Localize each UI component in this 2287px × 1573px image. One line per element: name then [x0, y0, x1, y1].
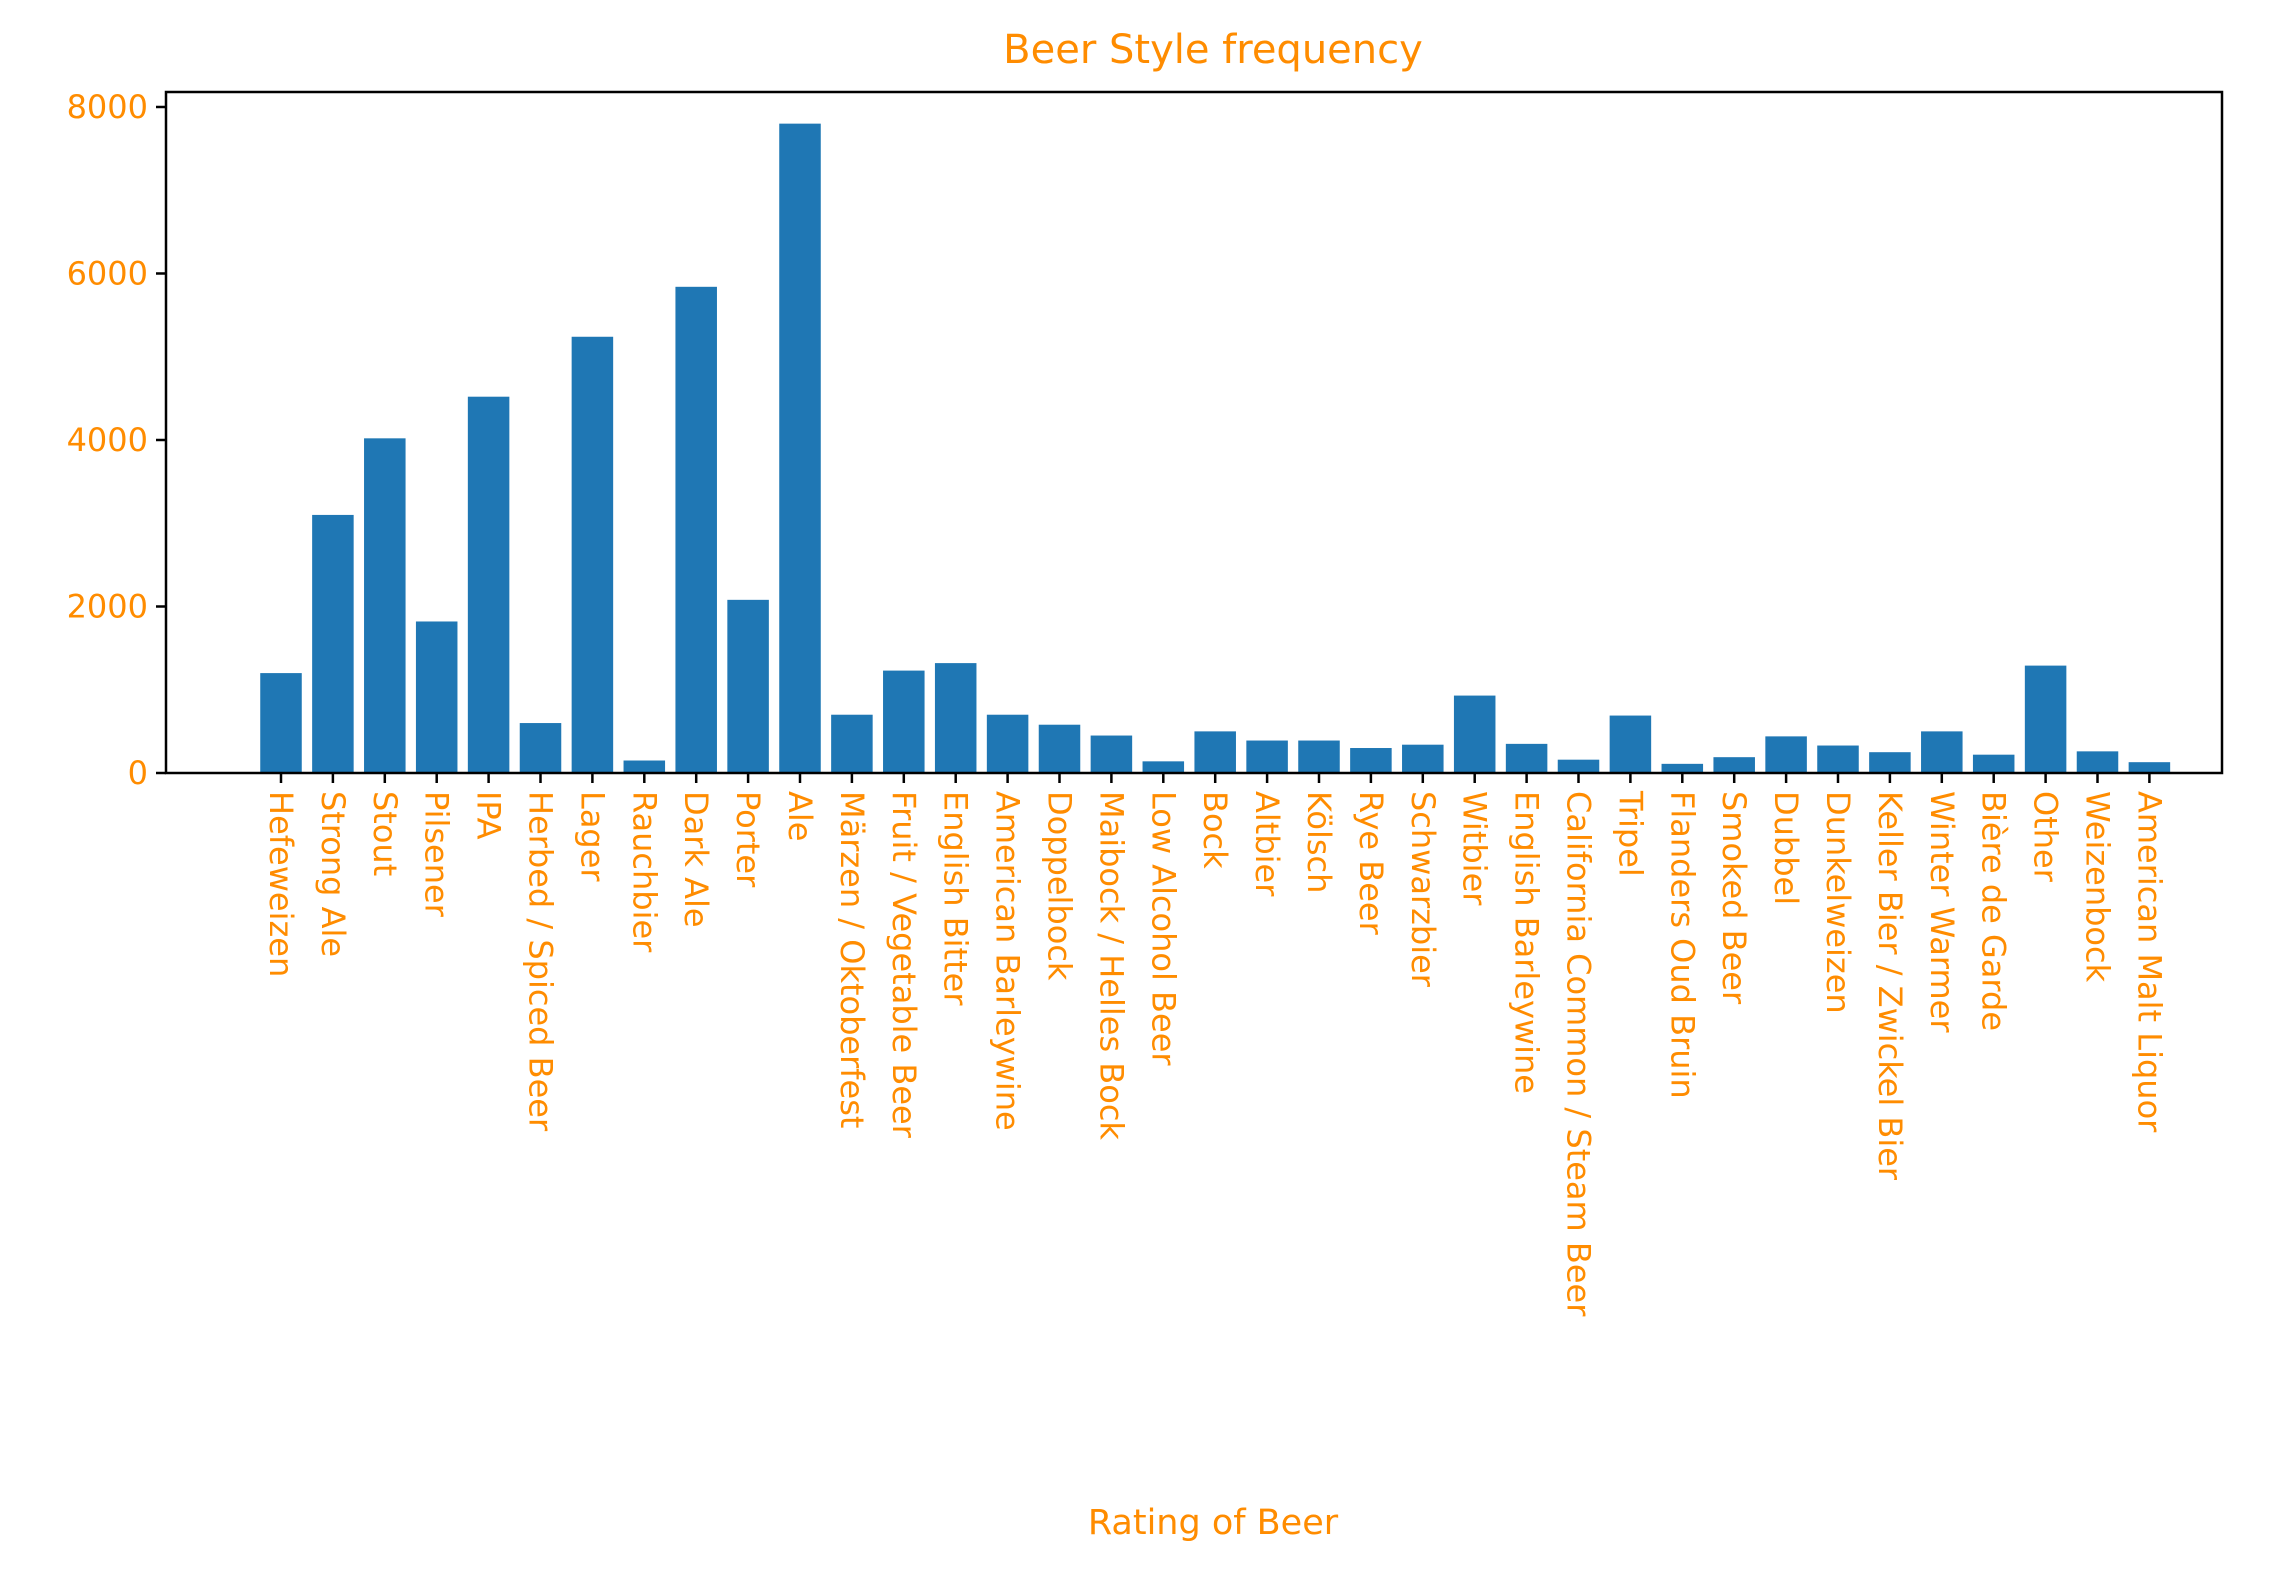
y-tick-label-2: 2000: [67, 587, 148, 625]
x-tick-label-16: Doppelbock: [1041, 791, 1079, 981]
bar-1: [260, 673, 302, 773]
bar-4: [415, 621, 458, 773]
y-axis-ticks: 0 2000 4000 6000 8000: [67, 88, 166, 792]
plot-frame: [164, 90, 2224, 775]
x-tick-label-8: Rauchbier: [625, 791, 663, 953]
bar-18: [1142, 761, 1185, 773]
x-tick-label-15: American Barleywine: [989, 791, 1027, 1131]
x-tick-label-25: English Barleywine: [1508, 791, 1546, 1094]
x-tick-label-21: Kölsch: [1300, 791, 1338, 893]
x-tick-label-10: Porter: [729, 791, 767, 888]
bar-10: [727, 599, 769, 773]
x-tick-label-26: California Common / Steam Beer: [1560, 791, 1598, 1317]
bar-13: [883, 670, 925, 773]
x-tick-label-13: Fruit / Vegetable Beer: [885, 791, 923, 1139]
bar-35: [2024, 665, 2067, 773]
bars-group: [260, 123, 2171, 773]
y-tick-label-4: 6000: [67, 254, 148, 292]
x-tick-label-3: Stout: [366, 791, 404, 876]
x-tick-label-35: Other: [2027, 791, 2065, 883]
bar-23: [1402, 744, 1444, 773]
bar-14: [934, 663, 977, 773]
x-tick-label-11: Ale: [781, 791, 819, 841]
x-tick-label-37: American Malt Liquor: [2130, 791, 2168, 1133]
x-tick-label-32: Keller Bier / Zwickel Bier: [1871, 791, 1909, 1181]
x-tick-label-36: Weizenbock: [2079, 791, 2117, 983]
x-tick-label-1: Hefeweizen: [262, 791, 300, 977]
x-tick-label-22: Rye Beer: [1352, 791, 1390, 936]
x-tick-label-27: Tripel: [1611, 790, 1649, 877]
y-tick-label-5: 8000: [67, 88, 148, 126]
x-axis-ticks: Hefeweizen Strong Ale Stout Pilsener IPA Herb…: [262, 773, 2168, 1317]
x-tick-label-28: Flanders Oud Bruin: [1663, 791, 1701, 1099]
x-tick-label-30: Dubbel: [1767, 791, 1805, 905]
bar-26: [1557, 759, 1600, 773]
x-tick-label-23: Schwarzbier: [1404, 791, 1442, 988]
bar-17: [1090, 735, 1133, 773]
x-tick-label-18: Low Alcohol Beer: [1144, 791, 1182, 1066]
bar-6: [519, 723, 562, 773]
bar-16: [1038, 724, 1081, 773]
bar-36: [2076, 751, 2119, 773]
x-tick-label-34: Bière de Garde: [1975, 791, 2013, 1031]
bar-2: [312, 514, 354, 773]
bar-22: [1350, 748, 1392, 773]
bar-19: [1194, 731, 1236, 773]
bar-20: [1246, 740, 1288, 773]
bar-21: [1298, 740, 1340, 773]
x-tick-label-5: IPA: [470, 791, 508, 840]
x-tick-label-29: Smoked Beer: [1715, 791, 1753, 1005]
x-tick-label-6: Herbed / Spiced Beer: [522, 791, 560, 1132]
bar-25: [1505, 743, 1548, 773]
bar-31: [1817, 745, 1859, 773]
x-tick-label-9: Dark Ale: [677, 791, 715, 928]
bar-3: [364, 438, 406, 773]
bar-9: [675, 286, 717, 773]
bar-37: [2128, 762, 2171, 773]
bar-7: [571, 336, 614, 773]
bar-33: [1921, 731, 1963, 773]
x-tick-label-2: Strong Ale: [314, 791, 352, 957]
bar-34: [1972, 754, 2015, 773]
bar-8: [623, 760, 666, 773]
bar-30: [1765, 736, 1807, 773]
x-tick-label-20: Altbier: [1248, 791, 1286, 897]
x-tick-label-31: Dunkelweizen: [1819, 791, 1857, 1014]
x-axis-label: Rating of Beer: [1088, 1503, 1339, 1543]
x-tick-label-33: Winter Warmer: [1923, 791, 1961, 1033]
x-tick-label-12: Märzen / Oktoberfest: [833, 791, 871, 1128]
x-tick-label-17: Maibock / Helles Bock: [1092, 791, 1130, 1140]
bar-11: [779, 123, 821, 773]
bar-15: [986, 714, 1029, 773]
bar-24: [1453, 695, 1496, 773]
y-tick-label-3: 4000: [67, 421, 148, 459]
x-tick-label-4: Pilsener: [418, 791, 456, 918]
y-tick-label-1: 0: [128, 754, 148, 792]
x-tick-label-24: Witbier: [1456, 791, 1494, 906]
x-tick-label-14: English Bitter: [937, 791, 975, 1006]
bar-12: [831, 714, 873, 773]
chart-title: Beer Style frequency: [1003, 27, 1423, 73]
bar-27: [1609, 715, 1652, 773]
x-tick-label-7: Lager: [573, 791, 611, 882]
bar-29: [1713, 757, 1755, 773]
bar-28: [1661, 763, 1704, 773]
bar-32: [1869, 752, 1911, 773]
x-tick-label-19: Bock: [1196, 791, 1234, 869]
bar-5: [467, 396, 510, 773]
